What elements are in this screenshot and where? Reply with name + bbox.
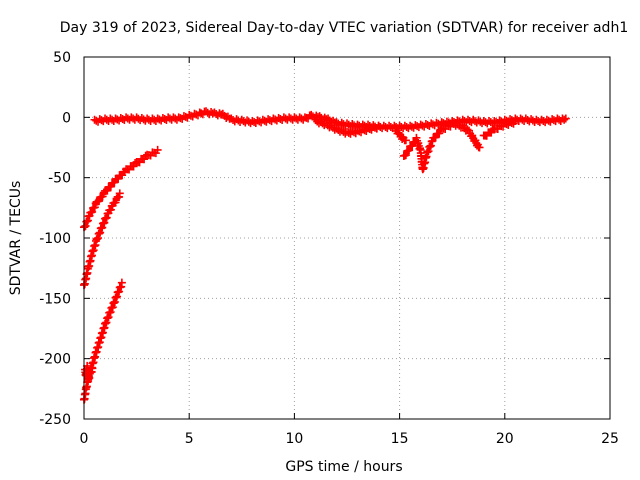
data-point-fill [106, 205, 115, 214]
data-point-fill [102, 213, 111, 222]
data-point-fill [337, 126, 346, 135]
data-point-fill [401, 151, 410, 160]
data-point-fill [405, 146, 414, 155]
data-point-fill [463, 125, 472, 134]
y-tick-label: -250 [39, 412, 71, 428]
series-dip-2 [391, 124, 410, 145]
x-tick-label: 5 [185, 431, 194, 447]
y-tick-label: -200 [39, 352, 71, 368]
series-arc-3-start [81, 361, 97, 384]
data-point-fill [560, 115, 569, 124]
x-axis-label: GPS time / hours [285, 459, 402, 475]
data-point [448, 118, 457, 127]
data-point [153, 145, 162, 154]
data-point-fill [435, 129, 444, 138]
y-tick-label: -100 [39, 231, 71, 247]
data-point [88, 364, 97, 373]
data-point [311, 115, 320, 124]
data-point [115, 189, 124, 198]
data-point-fill [88, 207, 97, 216]
data-point [511, 116, 520, 125]
axis-ticks: 0 5 10 15 20 25 -250 -200 -150 -100 -50 0 50 [39, 50, 619, 447]
y-tick-label: 0 [62, 110, 71, 126]
series-arc-1 [80, 145, 162, 232]
data-point-fill [350, 128, 359, 137]
x-tick-label: 0 [80, 431, 89, 447]
x-tick-label: 25 [601, 431, 619, 447]
data-point [332, 124, 341, 133]
series-dip-3 [448, 118, 484, 152]
data-point-fill [95, 197, 104, 206]
y-tick-label: -150 [39, 291, 71, 307]
chart-title: Day 319 of 2023, Sidereal Day-to-day VTE… [60, 20, 628, 36]
data-point [401, 136, 410, 145]
y-tick-label: -50 [48, 171, 71, 187]
data-point-fill [316, 117, 325, 126]
data-point [117, 278, 126, 287]
y-tick-label: 50 [53, 50, 71, 66]
data-point-fill [90, 203, 99, 212]
x-tick-label: 10 [285, 431, 303, 447]
data-point-fill [453, 119, 462, 128]
series-arc-2 [80, 189, 124, 290]
series-recovery [479, 116, 520, 140]
series-arc-3 [80, 278, 126, 404]
data-point [374, 121, 383, 130]
grid-lines [84, 57, 610, 419]
data-point-fill [111, 198, 120, 207]
y-axis-label: SDTVAR / TECUs [8, 181, 24, 296]
data-points [80, 107, 570, 404]
series-lower-branch [311, 115, 383, 138]
data-point-fill [98, 192, 107, 201]
x-tick-label: 15 [391, 431, 409, 447]
x-tick-label: 20 [496, 431, 514, 447]
data-point [475, 143, 484, 152]
data-point [561, 114, 570, 123]
plot-frame [83, 56, 611, 420]
